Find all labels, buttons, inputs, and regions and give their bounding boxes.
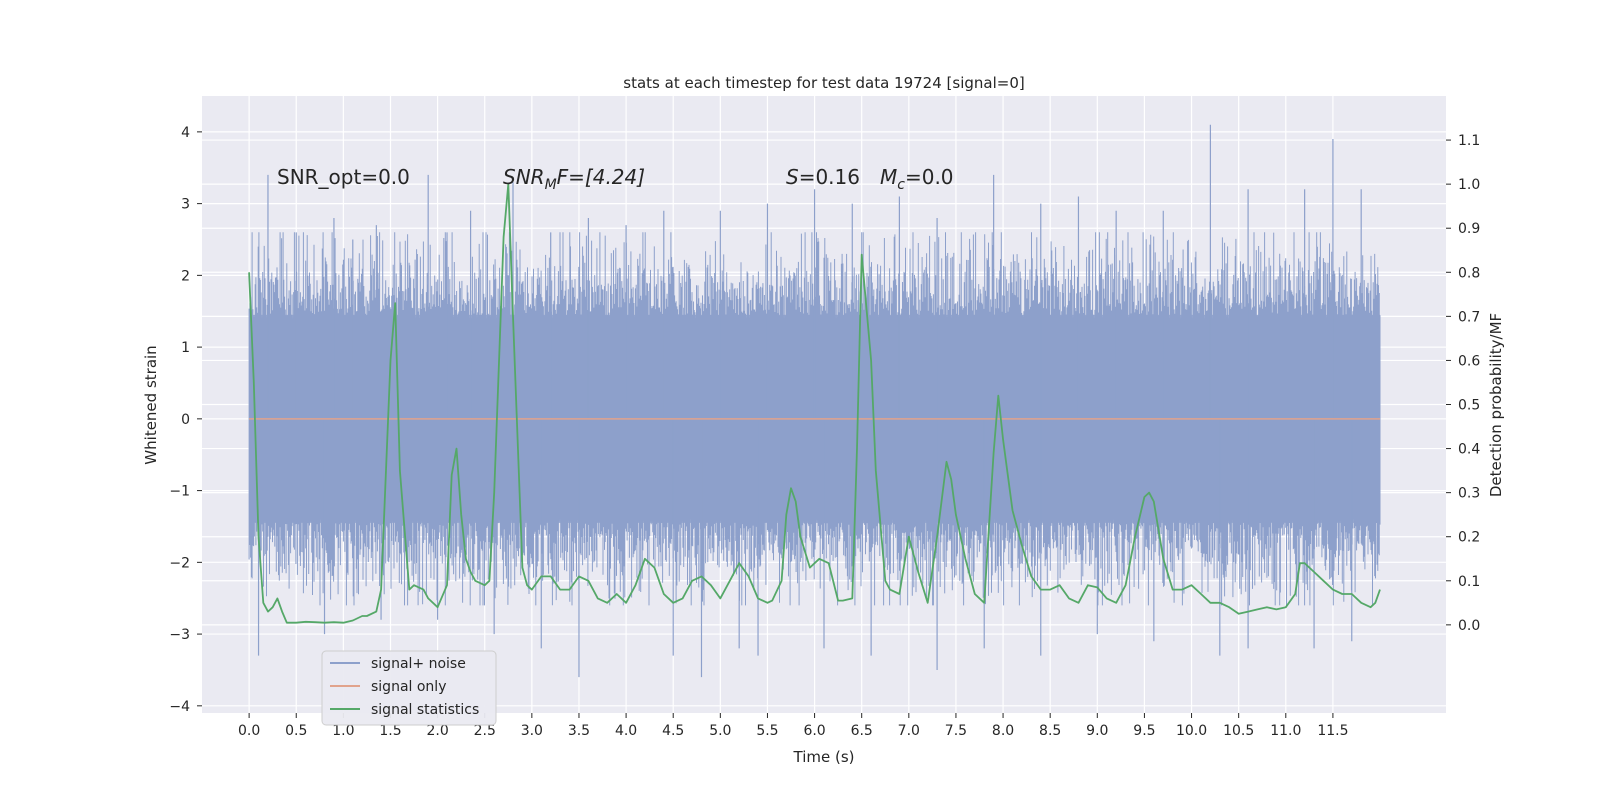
mc-sub: c	[897, 177, 905, 193]
y-right-tick-label: 0.3	[1458, 486, 1480, 502]
stats-layer	[248, 183, 1381, 624]
x-tick-label: 0.0	[238, 723, 260, 739]
y-left-tick-label: −2	[169, 555, 190, 571]
legend-label-signal-only: signal only	[371, 679, 446, 695]
y-left-tick-label: −3	[169, 627, 190, 643]
y-right-tick-label: 1.1	[1458, 133, 1480, 149]
x-tick-label: 2.5	[474, 723, 496, 739]
annotation-s: S=0.16	[786, 165, 860, 189]
y-right-tick-label: 0.8	[1458, 265, 1480, 281]
x-tick-label: 0.5	[285, 723, 307, 739]
snr-mf-sub: M	[545, 177, 557, 193]
x-tick-label: 9.0	[1086, 723, 1108, 739]
x-tick-label: 9.5	[1133, 723, 1155, 739]
y-right-tick-label: 0.6	[1458, 353, 1480, 369]
y-right-tick-label: 0.0	[1458, 618, 1480, 634]
y-left-tick-label: 0	[181, 412, 190, 428]
x-tick-label: 4.5	[662, 723, 684, 739]
x-tick-label: 1.5	[379, 723, 401, 739]
x-tick-label: 5.0	[709, 723, 731, 739]
x-tick-label: 8.0	[992, 723, 1014, 739]
y-left-axis-ticks: −4 −3 −2 −1 0 1 2 3 4	[169, 125, 202, 715]
x-tick-label: 11.0	[1270, 723, 1301, 739]
y-right-tick-label: 0.2	[1458, 530, 1480, 546]
s-val: =0.16	[799, 165, 860, 189]
annotation-snr-mf: SNRMF=[4.24]	[503, 165, 645, 193]
y-left-tick-label: −1	[169, 484, 190, 500]
y-left-tick-label: 2	[181, 268, 190, 284]
y-left-tick-label: 4	[181, 125, 190, 141]
y-right-axis-ticks: 0.0 0.1 0.2 0.3 0.4 0.5 0.6 0.7 0.8 0.9 1.0 1.1	[1446, 133, 1480, 634]
x-tick-label: 10.0	[1176, 723, 1207, 739]
x-tick-label: 7.5	[945, 723, 967, 739]
y-left-tick-label: 3	[181, 197, 190, 213]
s-var: S	[786, 165, 799, 189]
x-tick-label: 6.5	[851, 723, 873, 739]
x-tick-label: 6.0	[803, 723, 825, 739]
legend-label-noise: signal+ noise	[371, 656, 466, 672]
x-axis-label: Time (s)	[793, 748, 855, 766]
y-right-tick-label: 0.7	[1458, 309, 1480, 325]
x-tick-label: 4.0	[615, 723, 637, 739]
x-tick-label: 3.5	[568, 723, 590, 739]
legend-box	[321, 650, 497, 726]
legend-label-stats: signal statistics	[371, 702, 479, 718]
y-left-tick-label: 1	[181, 340, 190, 356]
y-axis-left-label: Whitened strain	[142, 345, 160, 464]
annotation-mc: Mc=0.0	[880, 165, 954, 193]
x-tick-label: 7.0	[898, 723, 920, 739]
snr-mf-main: SNR	[503, 165, 545, 189]
y-right-tick-label: 0.9	[1458, 221, 1480, 237]
y-right-tick-label: 0.4	[1458, 442, 1480, 458]
x-tick-label: 11.5	[1317, 723, 1348, 739]
annotation-snr-opt: SNR_opt=0.0	[277, 165, 410, 189]
stats-line	[248, 183, 1381, 624]
x-tick-label: 8.5	[1039, 723, 1061, 739]
mc-val: =0.0	[905, 165, 954, 189]
snr-mf-rest: F=[4.24]	[557, 165, 645, 189]
y-axis-right-label: Detection probability/MF	[1487, 313, 1505, 497]
legend: signal+ noise signal only signal statist…	[321, 650, 497, 726]
x-tick-label: 5.5	[756, 723, 778, 739]
y-left-tick-label: −4	[169, 699, 190, 715]
x-tick-label: 1.0	[332, 723, 354, 739]
chart-title: stats at each timestep for test data 197…	[623, 74, 1024, 92]
mc-var: M	[880, 165, 897, 189]
y-right-tick-label: 0.5	[1458, 398, 1480, 414]
x-tick-label: 2.0	[426, 723, 448, 739]
y-right-tick-label: 1.0	[1458, 177, 1480, 193]
x-tick-label: 10.5	[1223, 723, 1254, 739]
x-tick-label: 3.0	[521, 723, 543, 739]
x-axis-ticks: 0.0 0.5 1.0 1.5 2.0 2.5 3.0 3.5 4.0 4.5 5.0 5.5 6.0 6…	[238, 713, 1348, 739]
y-right-tick-label: 0.1	[1458, 574, 1480, 590]
